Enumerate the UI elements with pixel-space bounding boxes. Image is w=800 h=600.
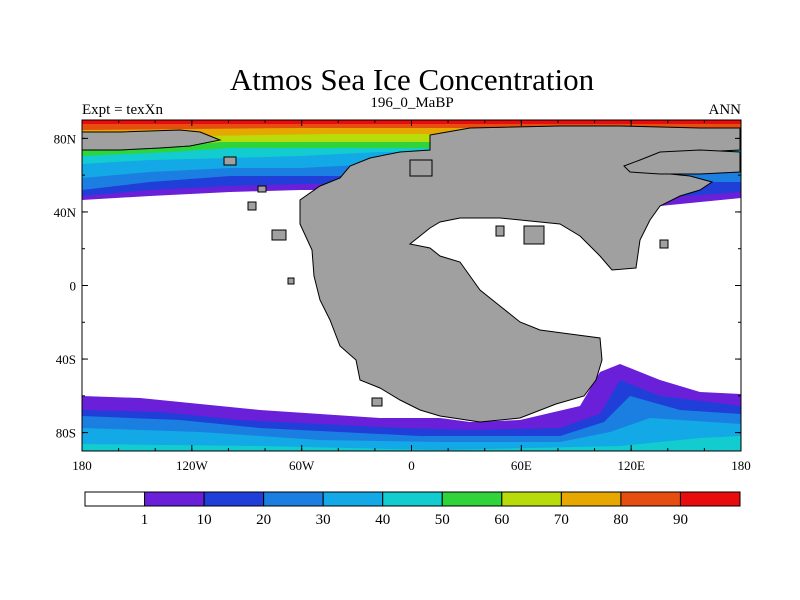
y-tick-labels: 80N 40N 0 40S 80S [54,131,77,440]
colorbar [84,491,741,507]
colorbar-swatch [679,491,741,507]
antarctic-ice-band-30 [82,418,741,451]
x-tick-label: 120W [176,458,209,473]
y-tick-label: 40S [56,352,76,367]
island-4 [271,229,287,241]
map-plot-area [82,120,741,451]
colorbar-label: 30 [316,512,331,528]
colorbar-swatch [322,491,384,507]
colorbar-label: 20 [256,512,271,528]
antarctic-sea-ice [82,364,741,451]
season-label: ANN [709,102,742,118]
colorbar-swatch [203,491,265,507]
map-title: Atmos Sea Ice Concentration [230,62,595,97]
colorbar-swatch [501,491,562,507]
y-tick-label: 40N [54,205,77,220]
island-1 [223,156,237,166]
x-tick-label: 0 [408,458,415,473]
colorbar-swatch [144,491,205,507]
x-tick-label: 60W [289,458,315,473]
axis-ticks [81,120,742,451]
colorbar-label: 80 [613,512,628,528]
island-10 [371,397,383,407]
x-tick-label: 60E [511,458,532,473]
north-west-landmass [82,129,222,151]
island-9 [659,239,669,249]
land-masses [82,125,741,423]
colorbar-label: 90 [673,512,688,528]
colorbar-label: 1 [141,512,149,528]
continent-main [299,125,741,423]
x-tick-labels: 180 120W 60W 0 60E 120E 180 [72,458,751,473]
colorbar-swatch [560,491,622,507]
colorbar-label: 70 [554,512,569,528]
north-east-landmass [623,149,741,175]
x-tick-label: 180 [731,458,751,473]
island-7 [495,225,505,237]
x-tick-label: 180 [72,458,92,473]
colorbar-label: 40 [375,512,390,528]
y-tick-label: 80N [54,131,77,146]
colorbar-label: 60 [494,512,509,528]
colorbar-labels: 1 10 20 30 40 50 60 70 80 90 [141,512,688,528]
y-tick-label: 0 [70,279,77,294]
island-2 [257,185,267,193]
colorbar-swatch [441,491,503,507]
island-6 [409,159,433,177]
x-tick-label: 120E [617,458,645,473]
colorbar-label: 50 [435,512,450,528]
colorbar-swatch [263,491,324,507]
time-label: 196_0_MaBP [370,95,453,111]
island-5 [287,277,295,285]
antarctic-ice-band-40 [82,436,741,451]
island-3 [247,201,257,211]
colorbar-swatch [84,491,146,507]
colorbar-label: 10 [197,512,212,528]
colorbar-swatch [620,491,681,507]
y-tick-label: 80S [56,426,76,441]
island-8 [523,225,545,245]
experiment-label: Expt = texXn [82,102,163,118]
colorbar-swatch [382,491,443,507]
